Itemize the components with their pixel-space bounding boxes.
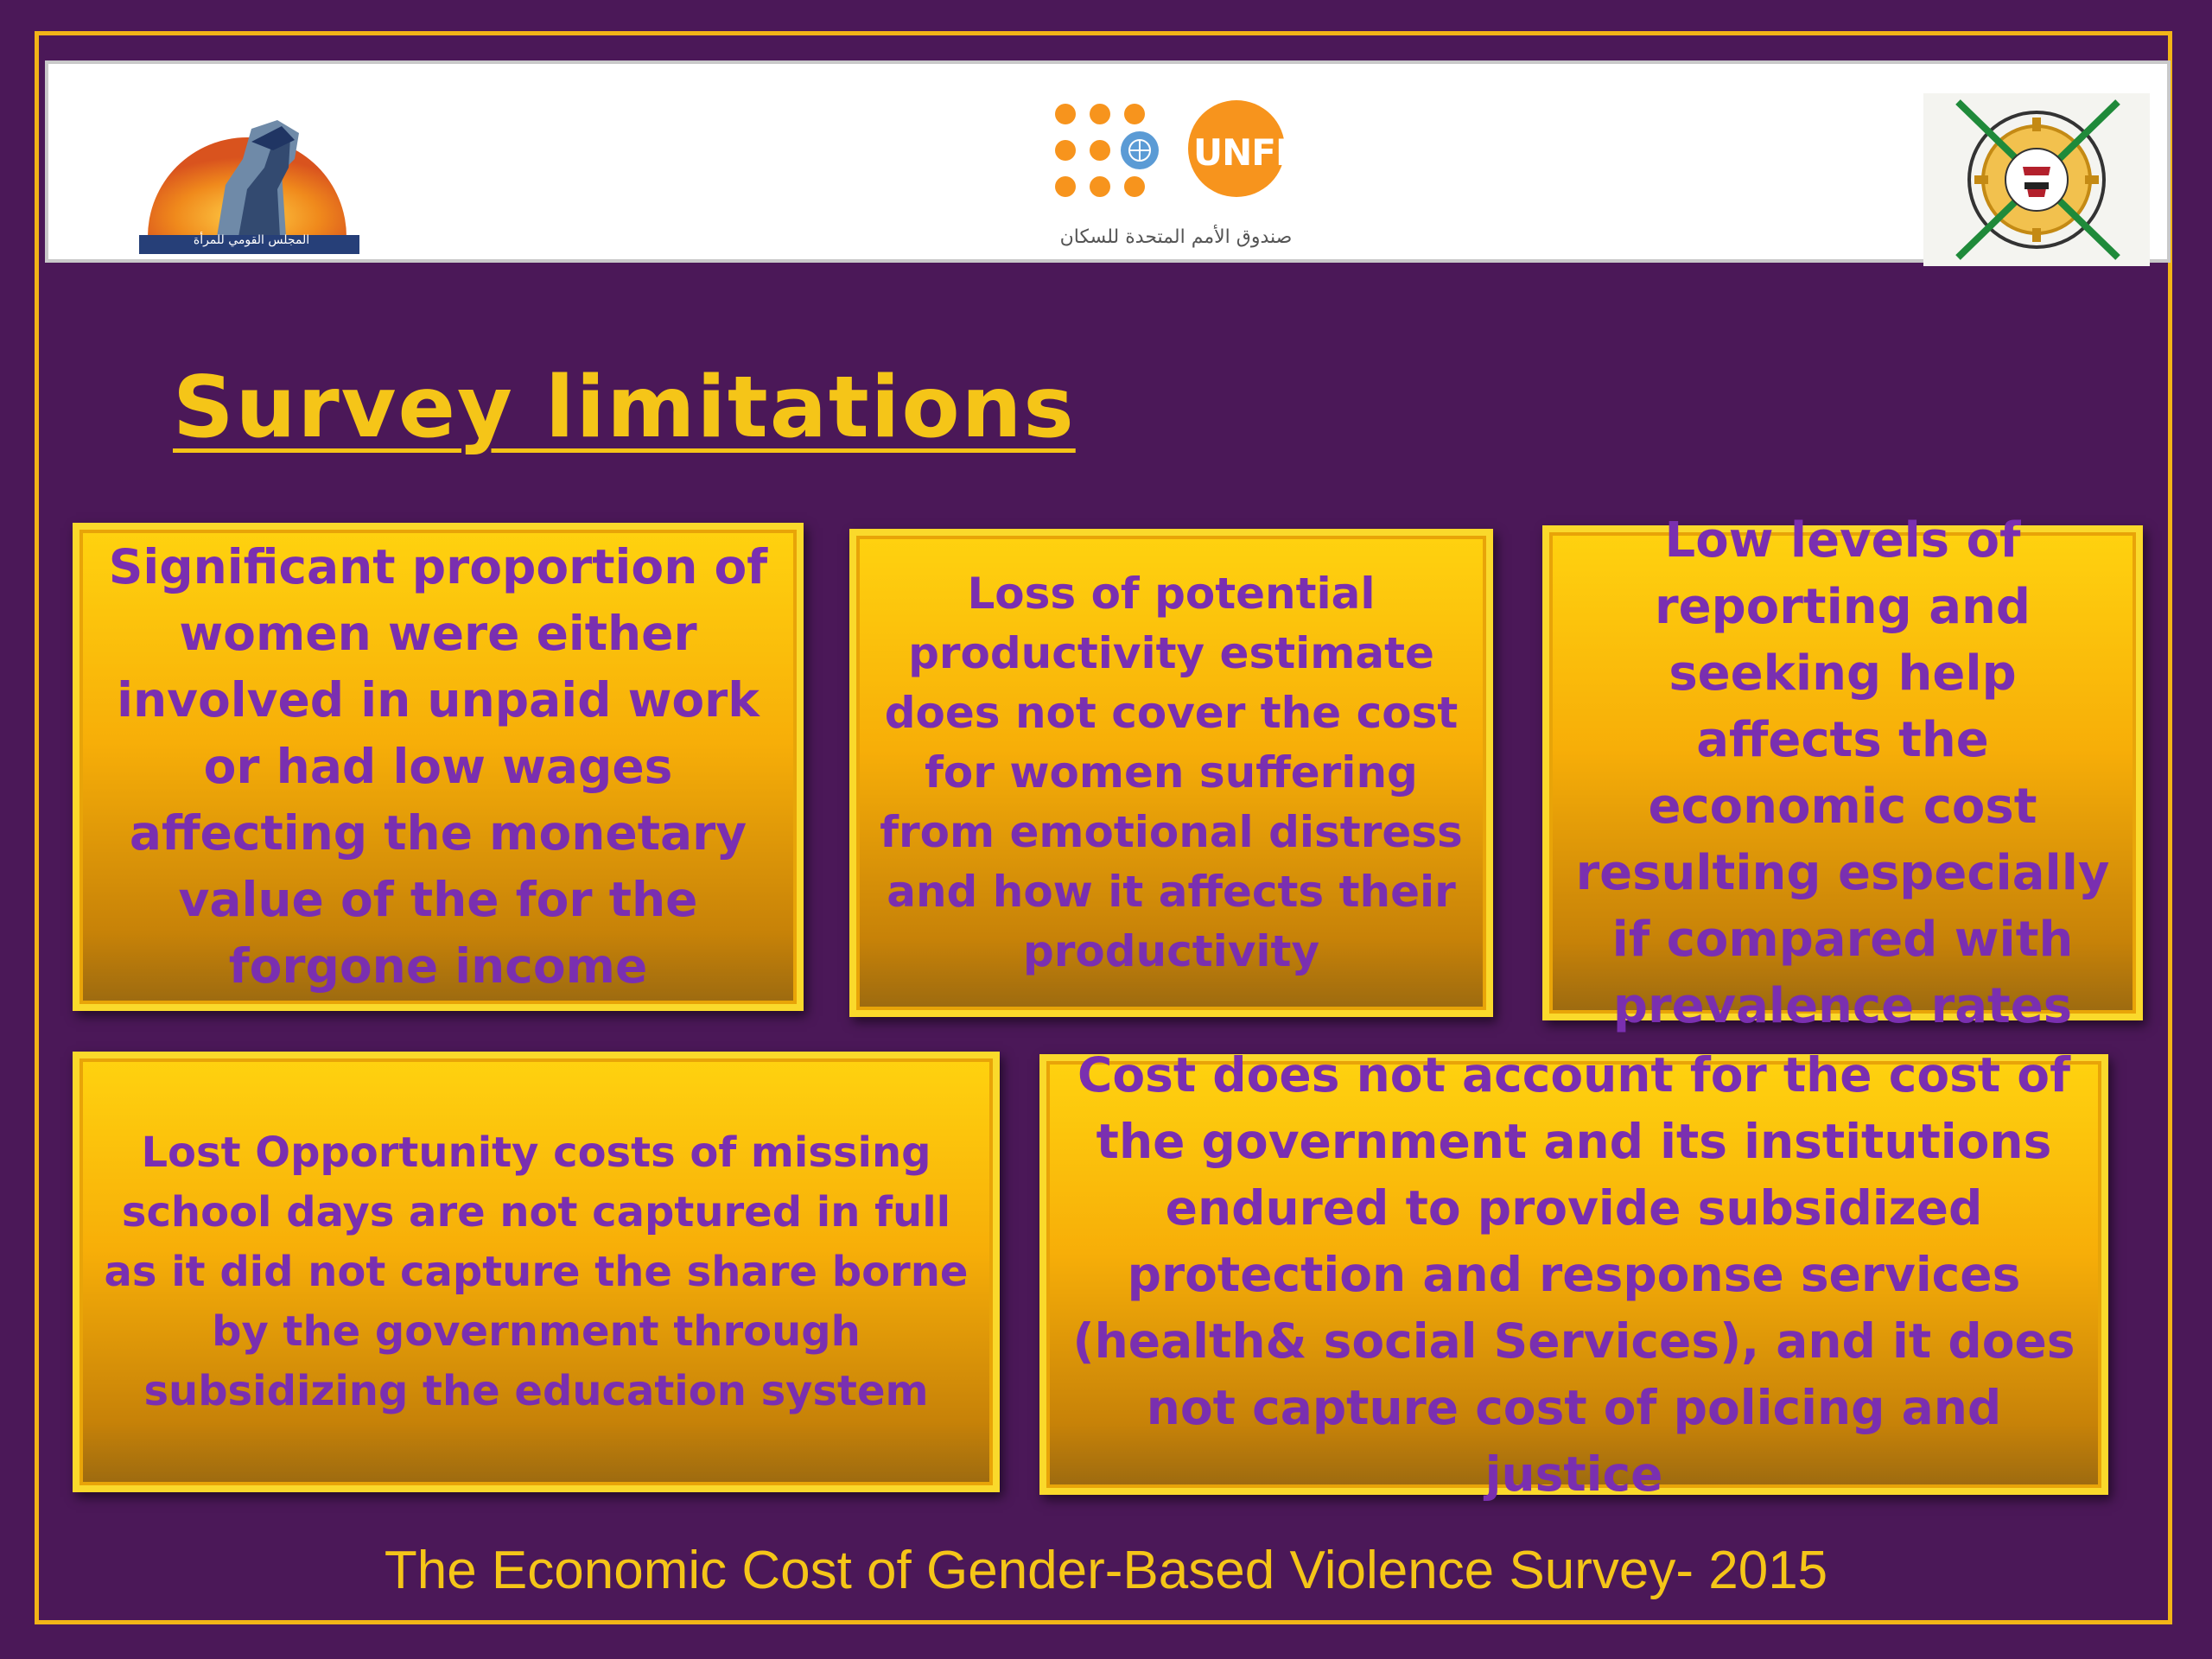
government-seal-logo [1923, 93, 2150, 266]
card-text: Loss of potential productivity estimate … [880, 569, 1463, 976]
limitation-card-unpaid-work: Significant proportion of women were eit… [73, 523, 804, 1011]
card-text: Low levels of reporting and seeking help… [1575, 512, 2110, 1034]
unfpa-logo: UNFPA صندوق الأمم المتحدة للسكان [1046, 99, 1325, 258]
unfpa-wordmark: UNFPA [1193, 131, 1325, 174]
ncw-caption: المجلس القومي للمرأة [193, 233, 310, 247]
national-council-for-women-logo: المجلس القومي للمرأة [135, 107, 368, 256]
unfpa-caption: صندوق الأمم المتحدة للسكان [1059, 226, 1293, 248]
slide-border [35, 31, 2172, 1624]
limitation-card-school-days: Lost Opportunity costs of missing school… [73, 1052, 1000, 1492]
limitation-card-emotional-distress: Loss of potential productivity estimate … [849, 529, 1493, 1017]
card-text: Cost does not account for the cost of th… [1072, 1046, 2075, 1502]
card-text: Lost Opportunity costs of missing school… [104, 1128, 969, 1415]
limitation-card-government-cost: Cost does not account for the cost of th… [1039, 1047, 2108, 1502]
limitation-card-low-reporting: Low levels of reporting and seeking help… [1542, 512, 2143, 1034]
header-logo-band: المجلس القومي للمرأة UNFPA صندوق الأمم ا… [45, 60, 2171, 266]
footer-survey-title: The Economic Cost of Gender-Based Violen… [384, 1541, 1828, 1600]
page-title: Survey limitations [173, 359, 1076, 457]
card-text: Significant proportion of women were eit… [108, 539, 768, 994]
